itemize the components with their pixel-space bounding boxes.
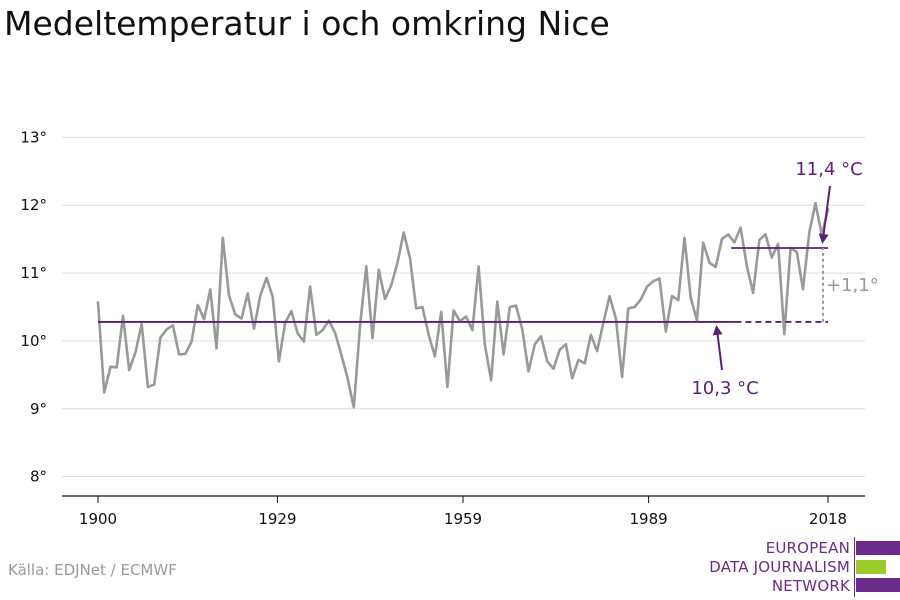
x-tick-label-1900: 1900 (79, 510, 117, 528)
y-tick-label-13: 13° (20, 128, 47, 146)
logo-bar-green (856, 560, 886, 574)
recent-mean-label: 11,4 °C (795, 159, 862, 180)
baseline-arrow (712, 324, 723, 371)
temperature-series-line (96, 201, 830, 409)
x-axis-ticks: 1900 1929 1959 1989 2018 (79, 496, 847, 528)
x-tick-label-2018: 2018 (809, 510, 847, 528)
annotations: +1,1° 10,3 °C 11,4 °C (691, 159, 878, 399)
x-tick-label-1959: 1959 (444, 510, 482, 528)
recent-arrow (818, 185, 831, 244)
chart-title: Medeltemperatur i och omkring Nice (4, 4, 610, 43)
series-layer (96, 201, 830, 409)
logo-line-european: EUROPEAN (765, 539, 850, 557)
edjnet-logo[interactable]: EUROPEAN DATA JOURNALISM NETWORK (700, 537, 900, 597)
grid-lines (62, 136, 865, 478)
y-tick-label-8: 8° (30, 468, 47, 486)
logo-line-data-journalism: DATA JOURNALISM (709, 558, 850, 576)
source-credit: Källa: EDJNet / ECMWF (8, 561, 177, 579)
logo-line-network: NETWORK (771, 577, 850, 595)
y-axis-ticks: 8° 9° 10° 11° 12° 13° (20, 128, 47, 485)
y-tick-label-11: 11° (20, 264, 47, 282)
logo-bar-purple-bottom (856, 578, 900, 592)
x-tick-label-1929: 1929 (258, 510, 296, 528)
y-tick-label-12: 12° (20, 196, 47, 214)
baseline-mean-label: 10,3 °C (691, 378, 758, 399)
difference-label: +1,1° (826, 275, 879, 296)
y-tick-label-10: 10° (20, 332, 47, 350)
logo-bar-purple-top (856, 541, 900, 555)
logo-separator (854, 537, 855, 597)
x-tick-label-1989: 1989 (629, 510, 667, 528)
y-tick-label-9: 9° (30, 400, 47, 418)
reference-lines (98, 247, 828, 323)
